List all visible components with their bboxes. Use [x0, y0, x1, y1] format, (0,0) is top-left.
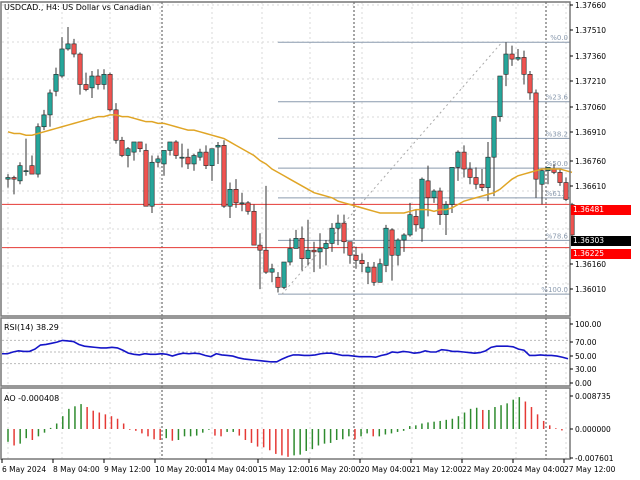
time-tick-label: 20 May 04:00: [360, 465, 412, 474]
time-tick-label: 24 May 04:00: [513, 465, 565, 474]
price-tag: 1.36225: [571, 249, 631, 259]
fib-level-label: %50.0: [546, 160, 568, 168]
ao-histogram: [7, 397, 563, 457]
ao-tick-label: 0.008735: [575, 392, 611, 401]
price-tag: 1.36303: [571, 236, 631, 246]
price-tick-label: 1.37510: [575, 26, 606, 35]
price-tick-label: 1.36160: [575, 260, 606, 269]
price-tick-label: 1.36010: [575, 285, 606, 294]
candlestick-series: [5, 26, 575, 293]
time-tick-label: 14 May 04:00: [206, 465, 258, 474]
horizontal-lines[interactable]: [2, 203, 570, 249]
price-tick-label: 1.36760: [575, 157, 606, 166]
time-axis[interactable]: 6 May 2024 8 May 04:00 9 May 12:00 10 May 2…: [1, 459, 616, 474]
time-tick-label: 15 May 12:00: [258, 465, 310, 474]
fib-level-label: %61.8: [546, 190, 568, 198]
rsi-tick-label: 70.00: [575, 338, 597, 347]
price-axis[interactable]: 1.37660 1.37510 1.37360 1.37210 1.37060 1.369…: [570, 1, 614, 463]
time-tick-label: 9 May 12:00: [104, 465, 151, 474]
fib-level-label: %0.0: [550, 34, 568, 42]
time-tick-label: 16 May 20:00: [309, 465, 361, 474]
time-tick-label: 6 May 2024: [2, 465, 46, 474]
price-tick-label: 1.37060: [575, 103, 606, 112]
ao-tick-label: -0.007601: [575, 454, 614, 463]
fib-level-label: %78.6: [546, 232, 569, 240]
rsi-indicator: [2, 339, 570, 365]
time-tick-label: 10 May 20:00: [155, 465, 207, 474]
price-tick-label: 1.37360: [575, 52, 606, 61]
fibonacci-retracement[interactable]: %0.0 %23.6 %38.2 %50.0 %61.8 %78.6 %100.0: [278, 34, 570, 295]
price-tag: 1.36481: [571, 205, 631, 215]
rsi-tick-label: 30.00: [575, 365, 597, 374]
time-tick-label: 27 May 12:00: [564, 465, 616, 474]
rsi-tick-label: 100.00: [575, 320, 601, 329]
rsi-label: RSI(14) 38.29: [4, 323, 59, 332]
grid-lines: [2, 2, 570, 459]
price-tick-label: 1.36610: [575, 182, 606, 191]
fib-level-label: %100.0: [541, 286, 568, 294]
moving-average-line: [7, 114, 573, 214]
fib-level-label: %38.2: [546, 130, 568, 138]
ao-tick-label: 0.000000: [575, 425, 611, 434]
symbol-title: USDCAD., H4: US Dollar vs Canadian: [4, 3, 152, 12]
time-tick-label: 21 May 12:00: [411, 465, 463, 474]
price-tick-label: 1.37660: [575, 1, 606, 10]
time-tick-label: 22 May 20:00: [462, 465, 514, 474]
price-tick-label: 1.36910: [575, 128, 606, 137]
rsi-tick-label: 50.00: [575, 352, 597, 361]
panel-frames: [0, 1, 571, 460]
time-tick-label: 8 May 04:00: [53, 465, 100, 474]
price-tick-label: 1.37210: [575, 77, 606, 86]
fib-level-label: %23.6: [546, 94, 569, 102]
rsi-tick-label: 0.00: [575, 379, 592, 388]
ao-label: AO -0.000408: [4, 394, 60, 403]
